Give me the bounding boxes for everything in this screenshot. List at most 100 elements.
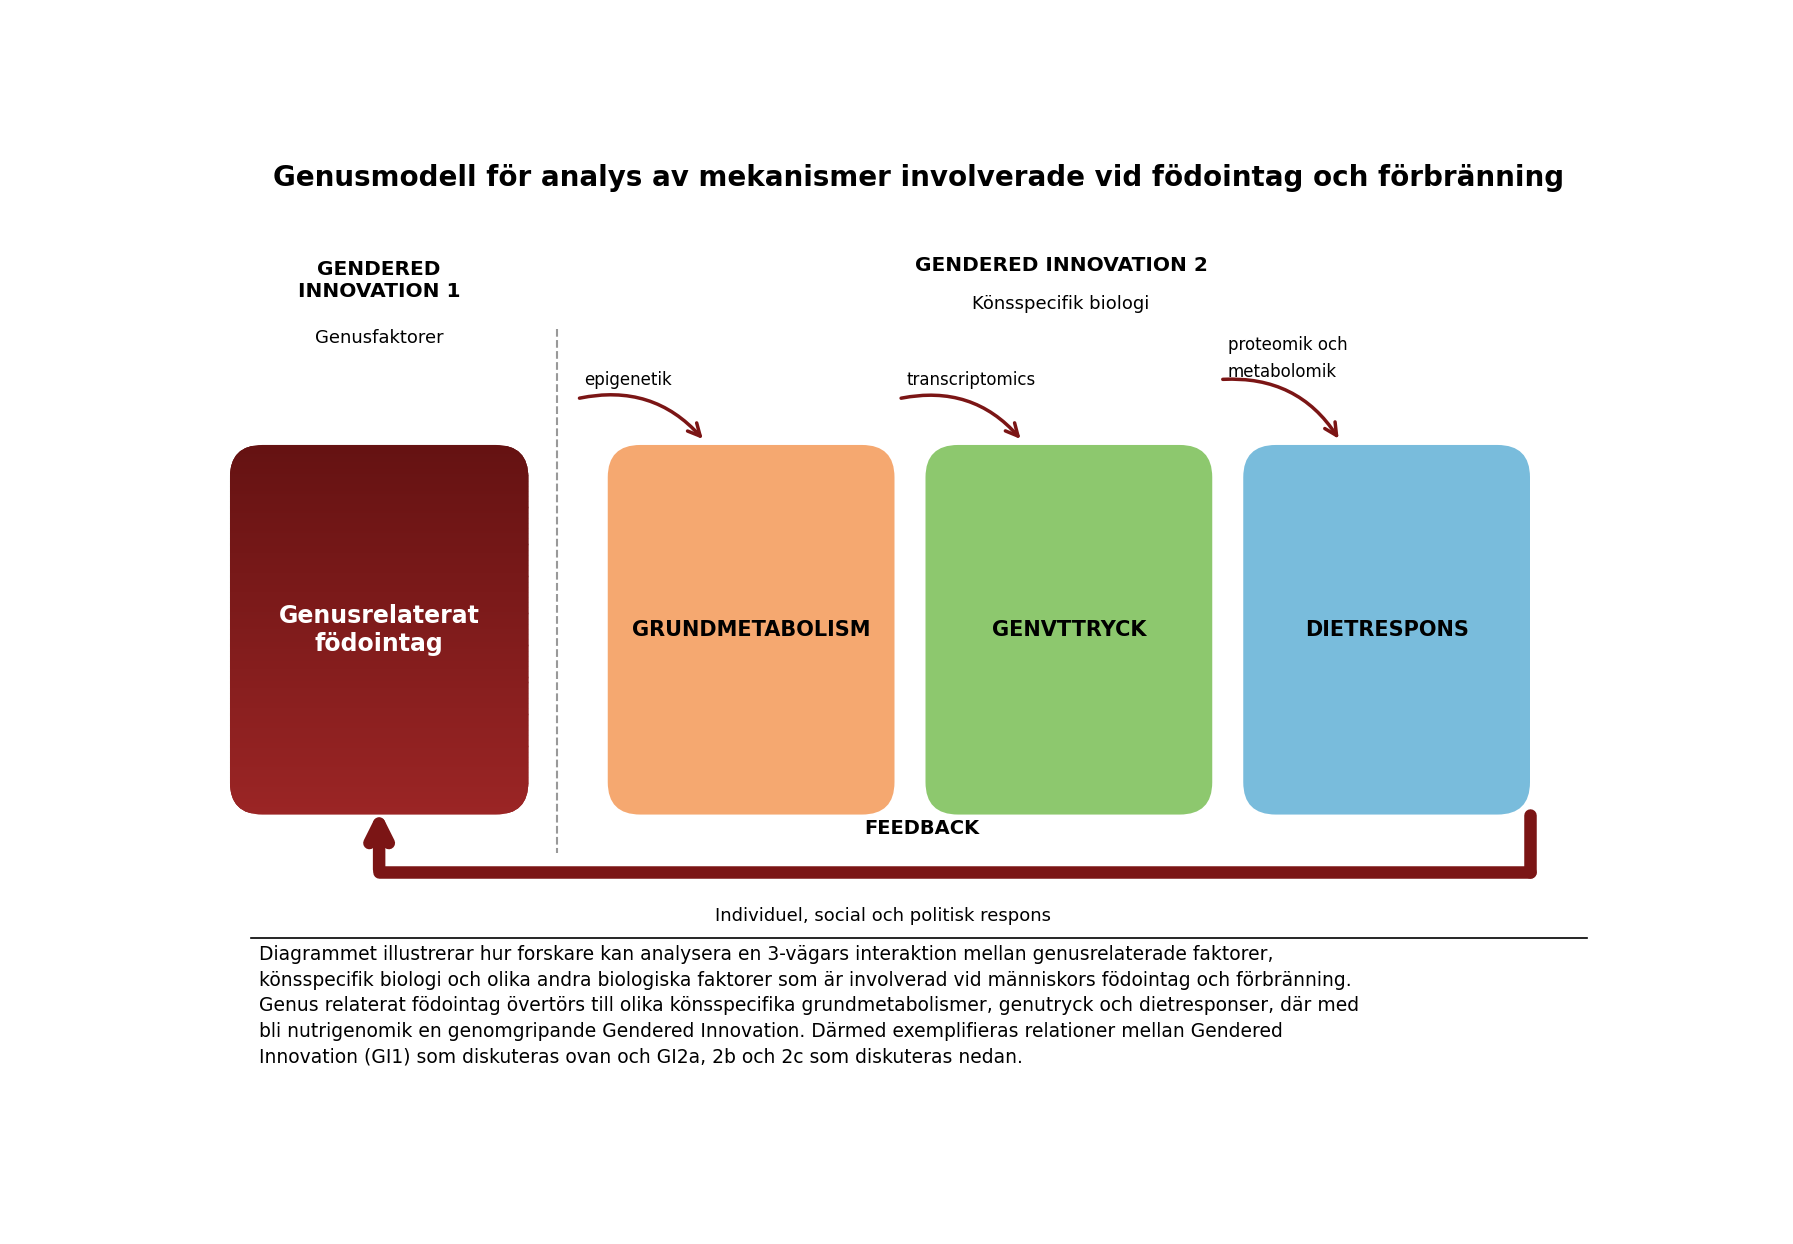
Bar <box>230 801 529 805</box>
Bar <box>230 552 529 556</box>
Bar <box>230 678 529 682</box>
Bar <box>230 668 529 672</box>
Bar <box>230 606 529 610</box>
Bar <box>230 784 529 787</box>
Bar <box>230 535 529 539</box>
Bar <box>230 601 529 605</box>
Bar <box>230 565 529 569</box>
Bar <box>230 724 529 728</box>
Bar <box>230 478 529 481</box>
Bar <box>230 460 529 465</box>
Text: transcriptomics: transcriptomics <box>905 371 1035 388</box>
Bar <box>230 799 529 802</box>
Bar <box>230 631 529 634</box>
Bar <box>230 717 529 722</box>
Bar <box>230 712 529 717</box>
Bar <box>230 739 529 743</box>
Bar <box>230 794 529 797</box>
Bar <box>230 463 529 468</box>
Text: DIETRESPONS: DIETRESPONS <box>1305 620 1468 639</box>
Bar <box>230 485 529 489</box>
Bar <box>230 675 529 679</box>
Bar <box>230 483 529 486</box>
Bar <box>230 680 529 684</box>
Bar <box>230 643 529 647</box>
Bar <box>230 547 529 551</box>
Bar <box>230 520 529 524</box>
Bar <box>230 744 529 748</box>
Bar <box>230 804 529 807</box>
Text: Genusfaktorer: Genusfaktorer <box>316 330 443 347</box>
Bar <box>230 490 529 494</box>
Bar <box>230 623 529 627</box>
Bar <box>230 779 529 782</box>
Bar <box>230 480 529 484</box>
Bar <box>230 685 529 689</box>
Bar <box>230 776 529 780</box>
Bar <box>230 759 529 763</box>
Bar <box>230 756 529 760</box>
Bar <box>230 673 529 677</box>
Bar <box>230 791 529 795</box>
Bar <box>230 591 529 596</box>
Bar <box>230 557 529 561</box>
Bar <box>230 789 529 792</box>
Bar <box>230 699 529 704</box>
Bar <box>230 450 529 455</box>
Bar <box>230 806 529 810</box>
Bar <box>230 475 529 479</box>
Bar <box>230 588 529 593</box>
Bar <box>230 586 529 591</box>
Text: Innovation (GI1) som diskuteras ovan och GI2a, 2b och 2c som diskuteras nedan.: Innovation (GI1) som diskuteras ovan och… <box>258 1047 1022 1066</box>
Bar <box>230 694 529 699</box>
Text: proteomik och: proteomik och <box>1228 336 1347 355</box>
Bar <box>230 702 529 707</box>
Bar <box>230 766 529 770</box>
Bar <box>230 764 529 768</box>
Bar <box>230 626 529 629</box>
Bar <box>230 495 529 499</box>
Bar <box>230 500 529 504</box>
Bar <box>230 754 529 758</box>
Bar <box>230 722 529 725</box>
Bar <box>230 704 529 709</box>
Bar <box>230 671 529 674</box>
Bar <box>230 641 529 644</box>
Bar <box>230 666 529 669</box>
Bar <box>230 448 529 453</box>
Bar <box>230 692 529 697</box>
Bar <box>230 729 529 733</box>
Text: GENDERED
INNOVATION 1: GENDERED INNOVATION 1 <box>298 260 461 301</box>
FancyBboxPatch shape <box>608 445 895 815</box>
Bar <box>230 513 529 516</box>
Bar <box>230 455 529 460</box>
Text: Diagrammet illustrerar hur forskare kan analysera en 3-vägars interaktion mellan: Diagrammet illustrerar hur forskare kan … <box>258 945 1273 964</box>
Text: GENDERED INNOVATION 2: GENDERED INNOVATION 2 <box>914 256 1207 275</box>
Bar <box>230 633 529 637</box>
Bar <box>230 443 529 448</box>
Bar <box>230 540 529 544</box>
Bar <box>230 731 529 735</box>
Bar <box>230 809 529 812</box>
Bar <box>230 550 529 554</box>
Bar <box>230 488 529 491</box>
Bar <box>230 527 529 531</box>
Bar <box>230 510 529 514</box>
Bar <box>230 465 529 469</box>
Bar <box>230 468 529 471</box>
Bar <box>230 726 529 730</box>
Bar <box>230 638 529 642</box>
Bar <box>230 656 529 659</box>
Bar <box>230 741 529 745</box>
FancyBboxPatch shape <box>1243 445 1529 815</box>
Bar <box>230 714 529 719</box>
Bar <box>230 707 529 712</box>
Bar <box>230 542 529 546</box>
Text: GENVTTRYCK: GENVTTRYCK <box>992 620 1146 639</box>
Bar <box>230 583 529 588</box>
Bar <box>230 774 529 778</box>
Bar <box>230 453 529 458</box>
Bar <box>230 697 529 702</box>
Bar <box>230 683 529 687</box>
Bar <box>230 532 529 536</box>
